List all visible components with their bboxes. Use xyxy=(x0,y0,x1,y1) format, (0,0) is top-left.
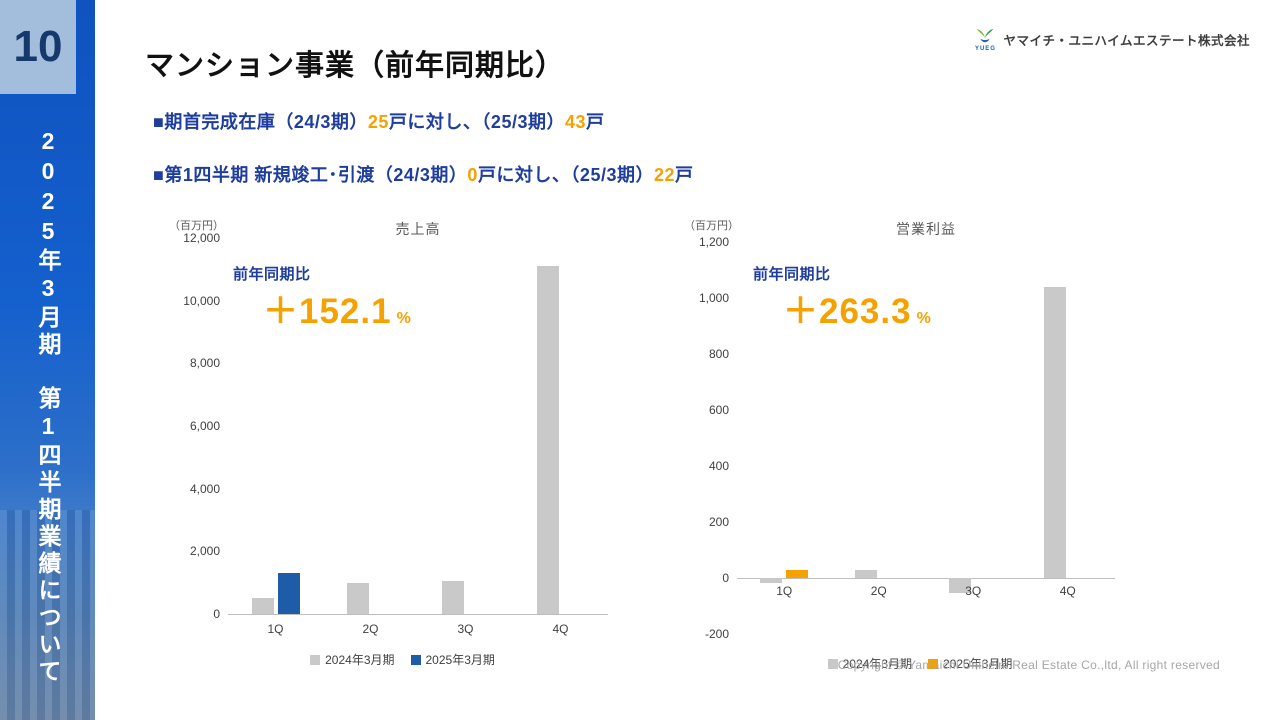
bullet-value-orange: 25 xyxy=(367,112,389,132)
y-tick-label: 10,000 xyxy=(183,293,220,308)
y-tick-label: 1,200 xyxy=(698,235,729,249)
legend-label: 2024年3月期 xyxy=(842,657,912,671)
unit-label: （百万円） xyxy=(684,220,739,232)
y-tick-label: 6,000 xyxy=(189,419,220,433)
legend-swatch xyxy=(310,654,321,665)
x-tick-label: 2Q xyxy=(362,622,379,636)
legend-item: 2025年3月期 xyxy=(410,651,495,668)
bullet-text: ■第1四半期 新規竣工･引渡（24/3期） xyxy=(153,165,468,185)
chart-title: 営業利益 xyxy=(896,221,956,237)
company-logo: YUEG ヤマイチ・ユニハイムエステート株式会社 xyxy=(974,26,1250,52)
main-content: マンション事業（前年同期比） YUEG ヤマイチ・ユニハイムエステート株式会社 … xyxy=(95,0,1280,720)
yoy-number: ＋152.1 xyxy=(263,292,392,331)
x-tick-label: 3Q xyxy=(457,622,474,636)
bar-series0-q3 xyxy=(949,578,972,594)
legend-label: 2025年3月期 xyxy=(943,657,1013,671)
y-tick-label: 0 xyxy=(722,571,729,585)
percent-sign: % xyxy=(396,310,411,327)
yoy-value: ＋152.1% xyxy=(263,283,411,334)
chart-legend: 2024年3月期 2025年3月期 xyxy=(165,651,640,668)
legend-label: 2024年3月期 xyxy=(325,653,395,667)
legend-item: 2024年3月期 xyxy=(310,651,395,668)
y-tick-label: 0 xyxy=(213,607,220,621)
bullet-text: 戸に対し、（25/3期） xyxy=(477,165,654,185)
y-tick-label: 1,000 xyxy=(698,291,729,305)
percent-sign: % xyxy=(916,310,931,327)
sidebar-vertical-title: 2025年3月期 第1四半期業績について xyxy=(35,128,61,686)
operating-profit-chart: （百万円） 営業利益 1,200 1,000 800 600 400 200 0 -200 1Q 2Q… xyxy=(680,215,1160,677)
yoy-label: 前年同期比 xyxy=(753,266,831,283)
logo-yueg-text: YUEG xyxy=(974,46,996,52)
bar-series0-q1 xyxy=(251,597,274,614)
y-tick-label: 2,000 xyxy=(189,544,220,559)
yoy-label: 前年同期比 xyxy=(233,266,311,283)
bar-series0-q4 xyxy=(536,266,559,614)
bar-series1-q1 xyxy=(786,569,809,578)
x-tick-label: 4Q xyxy=(552,622,569,636)
bullet-beginning-inventory: ■期首完成在庫（24/3期）25戸に対し、（25/3期）43戸 xyxy=(153,108,605,134)
legend-swatch xyxy=(928,658,938,669)
bullet-value-orange: 43 xyxy=(564,112,587,132)
y-tick-label: 4,000 xyxy=(189,481,220,496)
page-title: マンション事業（前年同期比） xyxy=(145,50,566,82)
y-tick-label: 12,000 xyxy=(183,231,220,245)
yoy-number: ＋263.3 xyxy=(783,292,912,331)
bar-series0-q2 xyxy=(346,582,369,614)
x-tick-label: 4Q xyxy=(1059,584,1076,598)
x-tick-label: 3Q xyxy=(965,584,982,598)
bullet-text: ■期首完成在庫（24/3期） xyxy=(153,112,368,132)
legend-item: 2024年3月期 xyxy=(827,655,912,672)
legend-swatch xyxy=(827,658,838,669)
page-number: 10 xyxy=(0,0,76,94)
bar-series1-q1 xyxy=(277,573,300,614)
sales-chart: （百万円） 売上高 12,000 10,000 8,000 6,000 4,000 2,000… xyxy=(165,215,640,677)
bullet-value-orange: 22 xyxy=(653,165,676,185)
x-tick-label: 1Q xyxy=(267,622,284,636)
bar-series0-q3 xyxy=(441,580,464,614)
company-logo-icon xyxy=(977,28,994,43)
x-axis xyxy=(228,614,608,615)
legend-item: 2025年3月期 xyxy=(928,655,1012,672)
sidebar: 10 2025年3月期 第1四半期業績について xyxy=(0,0,95,720)
bullet-text: 戸に対し、（25/3期） xyxy=(388,112,565,132)
y-tick-label: -200 xyxy=(704,627,729,641)
y-tick-label: 400 xyxy=(708,459,729,473)
chart-title: 売上高 xyxy=(395,221,441,237)
unit-label: （百万円） xyxy=(169,220,224,232)
x-tick-label: 1Q xyxy=(776,584,793,598)
bar-series0-q4 xyxy=(1043,286,1066,578)
yoy-value: ＋263.3% xyxy=(783,283,931,334)
bullet-value-orange: 0 xyxy=(467,165,478,185)
bullet-q1-completions: ■第1四半期 新規竣工･引渡（24/3期）0戸に対し、（25/3期）22戸 xyxy=(153,161,694,187)
legend-swatch xyxy=(410,654,421,665)
bullet-text: 戸 xyxy=(586,112,605,132)
company-name: ヤマイチ・ユニハイムエステート株式会社 xyxy=(1003,33,1250,48)
bullet-text: 戸 xyxy=(675,165,694,185)
x-tick-label: 2Q xyxy=(870,584,887,598)
y-tick-label: 600 xyxy=(708,403,729,417)
y-tick-label: 8,000 xyxy=(189,356,220,371)
x-axis xyxy=(737,578,1115,579)
legend-label: 2025年3月期 xyxy=(425,653,495,667)
bar-series0-q2 xyxy=(854,569,877,578)
copyright: Copyright © Yamaichi Uniheim Real Estate… xyxy=(837,658,1220,672)
y-tick-label: 800 xyxy=(708,347,729,361)
logo-mark: YUEG xyxy=(974,26,996,52)
y-tick-label: 200 xyxy=(708,515,729,529)
bar-series0-q1 xyxy=(760,578,783,584)
chart-legend: 2024年3月期 2025年3月期 xyxy=(680,655,1160,672)
